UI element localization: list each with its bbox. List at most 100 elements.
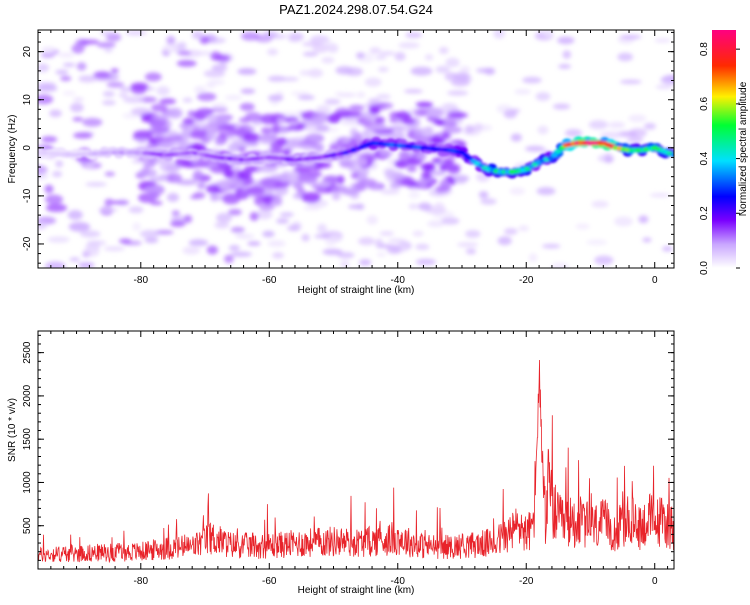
heatmap-blob bbox=[40, 52, 55, 58]
heatmap-blob bbox=[358, 178, 377, 187]
heatmap-blob bbox=[223, 167, 234, 179]
heatmap-blob bbox=[330, 184, 348, 193]
heatmap-blob bbox=[424, 54, 434, 61]
heatmap-blob bbox=[258, 133, 275, 145]
colorbar-ticks: 0.0 0.2 0.4 0.6 0.8 bbox=[699, 42, 740, 275]
heatmap-ridge-core bbox=[554, 149, 562, 154]
heatmap-blob bbox=[262, 230, 275, 238]
heatmap-blob bbox=[166, 192, 180, 202]
heatmap-blob bbox=[213, 54, 231, 62]
heatmap-blob bbox=[442, 158, 455, 165]
heatmap-blob bbox=[368, 98, 381, 104]
heatmap-blob bbox=[355, 52, 365, 59]
heatmap-blob bbox=[241, 31, 260, 41]
heatmap-blob bbox=[389, 182, 402, 189]
heatmap-blob bbox=[82, 117, 103, 127]
y-tick-label: -20 bbox=[22, 236, 33, 251]
heatmap-blob bbox=[79, 39, 100, 45]
heatmap-blob bbox=[123, 96, 145, 104]
heatmap-blob bbox=[156, 86, 170, 96]
heatmap-blob bbox=[374, 116, 386, 124]
heatmap-blob bbox=[214, 221, 230, 229]
heatmap-blob bbox=[287, 35, 302, 43]
heatmap-blob bbox=[415, 152, 426, 160]
heatmap-blob bbox=[73, 132, 93, 139]
heatmap-blob bbox=[271, 194, 283, 205]
colorbar-label: Normalized spectral amplitude bbox=[738, 81, 749, 216]
heatmap-blob bbox=[628, 114, 647, 123]
heatmap-blob bbox=[47, 236, 70, 243]
x-tick-label: -80 bbox=[134, 275, 149, 286]
heatmap-blob bbox=[439, 178, 451, 189]
snr-series-line bbox=[38, 359, 674, 564]
heatmap-blob bbox=[297, 95, 315, 100]
heatmap-blob bbox=[459, 66, 471, 74]
heatmap-blob bbox=[405, 32, 423, 38]
heatmap-ridge-core bbox=[462, 153, 470, 158]
heatmap-blob bbox=[67, 209, 83, 220]
heatmap-blob bbox=[575, 223, 590, 230]
heatmap-blob bbox=[182, 246, 201, 255]
heatmap-blob bbox=[350, 157, 368, 167]
heatmap-blob bbox=[259, 113, 279, 125]
heatmap-blob bbox=[78, 261, 95, 268]
heatmap-blob bbox=[384, 169, 395, 180]
heatmap-blob bbox=[104, 48, 114, 53]
heatmap-blob bbox=[325, 175, 339, 184]
heatmap-blob bbox=[348, 165, 360, 172]
heatmap-blob bbox=[86, 240, 107, 246]
snr-axes: -80 -60 -40 -20 0 500 1000 1500 2000 2500 bbox=[22, 330, 675, 587]
heatmap-blob bbox=[151, 124, 165, 136]
heatmap-blob bbox=[591, 200, 609, 208]
heatmap-blob bbox=[649, 193, 670, 198]
heatmap-blob bbox=[205, 130, 217, 141]
heatmap-blob bbox=[205, 184, 221, 194]
figure-title: PAZ1.2024.298.07.54.G24 bbox=[279, 2, 433, 17]
heatmap-blob bbox=[45, 203, 68, 213]
heatmap-blob bbox=[102, 90, 115, 98]
heatmap-blob bbox=[142, 180, 157, 187]
heatmap-blob bbox=[38, 221, 47, 230]
heatmap-blob bbox=[238, 117, 251, 123]
x-tick-label: 0 bbox=[652, 275, 658, 286]
heatmap-blob bbox=[167, 107, 183, 119]
snr-panel: -80 -60 -40 -20 0 500 1000 1500 2000 2500 Height … bbox=[7, 330, 675, 596]
heatmap-blob bbox=[194, 85, 206, 94]
heatmap-blob bbox=[170, 220, 186, 227]
heatmap-blob bbox=[58, 52, 75, 58]
heatmap-blob bbox=[358, 237, 375, 246]
heatmap-blob bbox=[497, 236, 512, 246]
heatmap-blob bbox=[259, 163, 278, 173]
heatmap-blob bbox=[429, 136, 445, 146]
heatmap-blob bbox=[188, 239, 209, 247]
heatmap-blob bbox=[314, 161, 332, 169]
heatmap-blob bbox=[279, 212, 294, 217]
heatmap-blob bbox=[340, 260, 350, 268]
heatmap-blob bbox=[353, 132, 363, 140]
heatmap-blob bbox=[252, 120, 262, 126]
heatmap-blob bbox=[230, 179, 244, 187]
colorbar-tick-label: 0.6 bbox=[699, 96, 710, 110]
heatmap-blob bbox=[643, 122, 656, 130]
heatmap-blob bbox=[93, 71, 111, 78]
heatmap-blob bbox=[616, 131, 638, 138]
heatmap-blob bbox=[183, 214, 193, 224]
heatmap-blob bbox=[193, 169, 203, 179]
heatmap-blob bbox=[106, 81, 125, 88]
heatmap-blob bbox=[441, 131, 450, 140]
heatmap-blob bbox=[256, 209, 273, 220]
heatmap-blob bbox=[96, 42, 116, 48]
heatmap-blob bbox=[118, 238, 132, 244]
heatmap-blob bbox=[151, 114, 170, 120]
heatmap-blob bbox=[369, 47, 381, 55]
heatmap-blob bbox=[322, 40, 333, 46]
colorbar-tick-label: 0.2 bbox=[699, 206, 710, 220]
heatmap-blob bbox=[260, 127, 273, 134]
heatmap-blob bbox=[68, 222, 91, 232]
spectrogram-x-label: Height of straight line (km) bbox=[298, 285, 415, 296]
heatmap-blob bbox=[267, 240, 286, 248]
heatmap-blob bbox=[100, 31, 115, 36]
heatmap-ridge-core bbox=[547, 155, 555, 161]
heatmap-blob bbox=[447, 90, 469, 96]
heatmap-blob bbox=[417, 178, 427, 189]
